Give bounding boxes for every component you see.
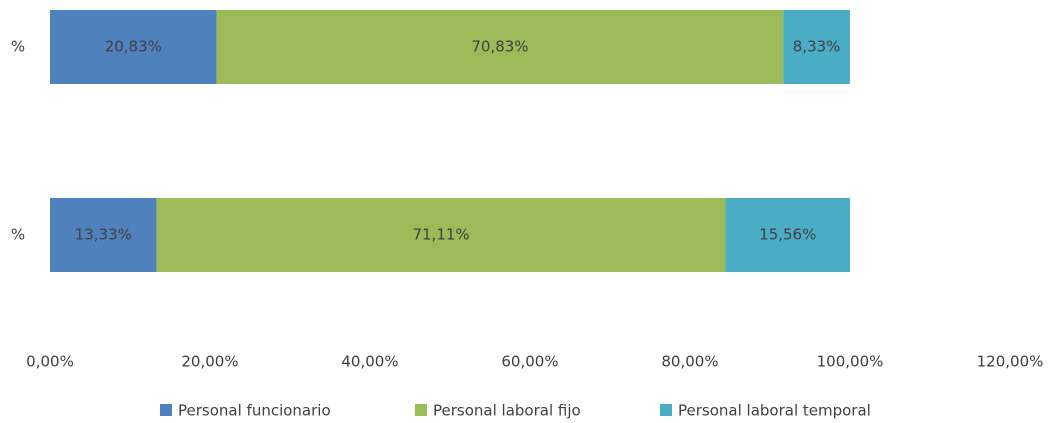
legend-swatch xyxy=(160,404,172,416)
x-tick-label: 80,00% xyxy=(661,353,718,371)
y-tick-label: % xyxy=(11,226,25,244)
x-tick-label: 100,00% xyxy=(817,353,884,371)
x-tick-label: 120,00% xyxy=(977,353,1044,371)
bar-segment xyxy=(50,198,157,272)
x-tick-label: 0,00% xyxy=(26,353,74,371)
bar-segment xyxy=(725,198,850,272)
data-label: 71,11% xyxy=(412,226,469,244)
legend-label: Personal laboral temporal xyxy=(678,402,871,420)
x-tick-label: 20,00% xyxy=(181,353,238,371)
data-label: 15,56% xyxy=(759,226,816,244)
bar-segment xyxy=(216,10,784,84)
data-label: 70,83% xyxy=(471,38,528,56)
bar-segment xyxy=(783,10,850,84)
x-tick-label: 40,00% xyxy=(341,353,398,371)
y-tick-label: % xyxy=(11,38,25,56)
legend-swatch xyxy=(660,404,672,416)
x-tick-label: 60,00% xyxy=(501,353,558,371)
legend-label: Personal laboral fijo xyxy=(433,402,581,420)
data-label: 13,33% xyxy=(75,226,132,244)
data-label: 8,33% xyxy=(793,38,841,56)
bar-segment xyxy=(50,10,217,84)
bar-segment xyxy=(156,198,726,272)
legend-label: Personal funcionario xyxy=(178,402,331,420)
legend-swatch xyxy=(415,404,427,416)
data-label: 20,83% xyxy=(105,38,162,56)
